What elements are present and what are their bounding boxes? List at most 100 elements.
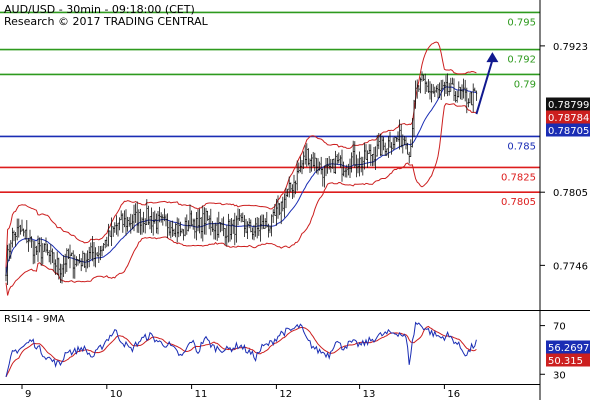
value-badge-ma xyxy=(546,340,590,354)
candle xyxy=(475,90,478,101)
candle xyxy=(99,245,102,261)
candle xyxy=(246,221,249,239)
time-tick-label: 11 xyxy=(195,389,208,400)
candle xyxy=(285,187,287,209)
candle xyxy=(272,209,274,223)
candle xyxy=(139,208,142,235)
candle xyxy=(198,208,201,234)
value-badge-label: 50.315 xyxy=(548,356,583,367)
candle xyxy=(448,82,450,96)
candle xyxy=(344,167,346,178)
candle xyxy=(474,87,476,92)
candle xyxy=(470,91,473,106)
candle xyxy=(13,230,15,242)
candle xyxy=(218,211,220,238)
candle xyxy=(187,220,190,232)
candle xyxy=(134,203,137,223)
candle xyxy=(174,223,177,238)
candle xyxy=(442,79,444,90)
candle xyxy=(222,216,225,237)
candle xyxy=(166,213,169,239)
candle xyxy=(419,77,422,94)
candle xyxy=(334,150,337,174)
value-badge-label: 56.2697 xyxy=(548,343,589,354)
candle xyxy=(422,74,425,82)
value-badge-label: 0.78799 xyxy=(548,100,589,111)
candle xyxy=(61,264,63,284)
candle xyxy=(467,98,470,108)
candle xyxy=(142,211,145,233)
candle xyxy=(50,244,52,265)
candle xyxy=(40,237,42,266)
candle xyxy=(75,256,78,267)
candle xyxy=(232,219,234,234)
candle xyxy=(458,81,460,98)
candle xyxy=(112,226,114,237)
candle xyxy=(382,136,385,151)
level-label-0.7825: 0.7825 xyxy=(501,172,536,183)
rsi-panel xyxy=(5,321,477,378)
candle xyxy=(432,84,434,94)
candle xyxy=(302,151,305,170)
candle xyxy=(78,254,81,264)
candle xyxy=(162,214,164,226)
candle xyxy=(34,240,36,264)
candle xyxy=(389,131,391,148)
candle xyxy=(146,199,148,226)
candle xyxy=(368,144,370,155)
candle xyxy=(347,163,350,176)
candle xyxy=(48,250,50,263)
candle xyxy=(98,245,100,264)
rsi-tick-label: 70 xyxy=(553,322,566,333)
candle xyxy=(270,214,273,237)
candle xyxy=(282,196,284,212)
candle xyxy=(104,239,106,249)
candle xyxy=(317,158,319,175)
candle xyxy=(424,73,426,94)
candle xyxy=(338,152,340,164)
level-label-0.7805: 0.7805 xyxy=(501,197,536,208)
value-badge-label: 0.78784 xyxy=(548,113,589,124)
level-label-0.785: 0.785 xyxy=(507,141,536,152)
candlesticks xyxy=(5,71,478,286)
candle xyxy=(453,78,455,101)
candle xyxy=(358,151,361,177)
candle xyxy=(245,218,247,234)
candle xyxy=(208,215,210,230)
candle xyxy=(11,227,14,248)
rsi-lines xyxy=(5,321,477,378)
candle xyxy=(381,135,383,156)
candle xyxy=(390,142,393,155)
candle xyxy=(120,210,122,221)
candle xyxy=(170,221,172,239)
candle xyxy=(69,244,71,269)
candle xyxy=(464,79,466,102)
candle xyxy=(107,223,110,247)
candle xyxy=(269,225,271,234)
time-axis-labels: 9 10 11 12 13 16 xyxy=(21,384,460,400)
candle xyxy=(230,217,233,240)
candle xyxy=(459,86,462,100)
candle xyxy=(326,157,329,174)
rsi-ma-line xyxy=(5,325,477,378)
candle xyxy=(435,85,438,93)
candle xyxy=(221,218,223,232)
candle xyxy=(213,223,215,240)
candle xyxy=(203,207,206,235)
candle xyxy=(293,174,295,198)
candle xyxy=(266,211,268,228)
candle xyxy=(427,79,430,93)
candle xyxy=(366,150,369,168)
candle xyxy=(264,218,266,229)
candle xyxy=(117,222,119,237)
candle xyxy=(51,248,54,264)
rsi-title: RSI14 - 9MA xyxy=(4,314,65,325)
candle xyxy=(14,231,17,247)
candle xyxy=(350,152,353,173)
candle xyxy=(8,243,10,261)
candle xyxy=(67,248,70,259)
candle xyxy=(437,84,439,99)
candle xyxy=(408,151,410,164)
candle xyxy=(106,236,108,248)
candle xyxy=(429,81,431,100)
